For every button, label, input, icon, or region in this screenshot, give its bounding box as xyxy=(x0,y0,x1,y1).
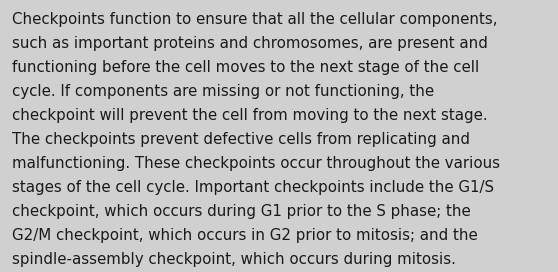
Text: stages of the cell cycle. Important checkpoints include the G1/S: stages of the cell cycle. Important chec… xyxy=(12,180,494,195)
Text: functioning before the cell moves to the next stage of the cell: functioning before the cell moves to the… xyxy=(12,60,479,75)
Text: spindle-assembly checkpoint, which occurs during mitosis.: spindle-assembly checkpoint, which occur… xyxy=(12,252,456,267)
Text: such as important proteins and chromosomes, are present and: such as important proteins and chromosom… xyxy=(12,36,488,51)
Text: cycle. If components are missing or not functioning, the: cycle. If components are missing or not … xyxy=(12,84,434,99)
Text: G2/M checkpoint, which occurs in G2 prior to mitosis; and the: G2/M checkpoint, which occurs in G2 prio… xyxy=(12,228,478,243)
Text: checkpoint will prevent the cell from moving to the next stage.: checkpoint will prevent the cell from mo… xyxy=(12,108,488,123)
Text: The checkpoints prevent defective cells from replicating and: The checkpoints prevent defective cells … xyxy=(12,132,470,147)
Text: Checkpoints function to ensure that all the cellular components,: Checkpoints function to ensure that all … xyxy=(12,12,498,27)
Text: checkpoint, which occurs during G1 prior to the S phase; the: checkpoint, which occurs during G1 prior… xyxy=(12,204,471,219)
Text: malfunctioning. These checkpoints occur throughout the various: malfunctioning. These checkpoints occur … xyxy=(12,156,501,171)
